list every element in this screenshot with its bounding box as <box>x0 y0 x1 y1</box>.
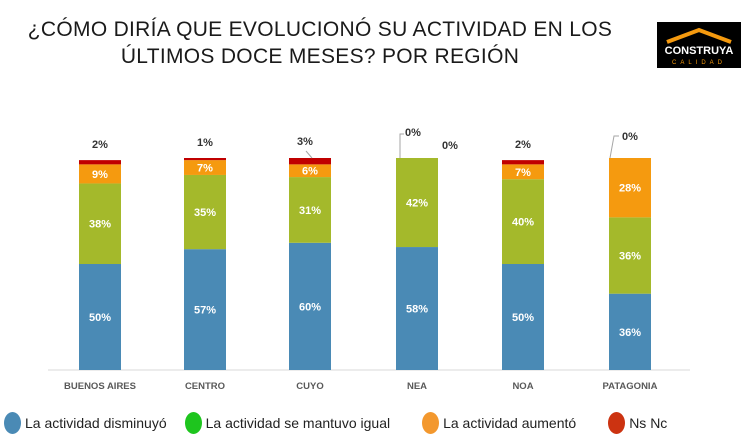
data-label: 35% <box>194 207 216 219</box>
svg-text:CONSTRUYA: CONSTRUYA <box>665 45 734 57</box>
legend-marker-icon <box>184 412 202 434</box>
bar-segment <box>184 158 226 161</box>
bar-segment <box>609 217 651 294</box>
data-label: 6% <box>302 166 318 178</box>
bar-segment <box>502 160 544 165</box>
data-label: 28% <box>619 183 641 195</box>
legend-marker-icon <box>4 412 21 434</box>
data-label: 1% <box>197 137 213 149</box>
bar-segment <box>79 160 121 165</box>
bar-segment <box>184 249 226 370</box>
leader-line <box>305 150 313 159</box>
x-tick-label: NOA <box>512 381 533 392</box>
legend-label: Ns Nc <box>629 415 668 431</box>
title-line-1: ¿CÓMO DIRÍA QUE EVOLUCIONÓ SU ACTIVIDAD … <box>27 18 613 41</box>
data-label: 36% <box>619 327 641 339</box>
data-label: 57% <box>194 305 216 317</box>
bar-segment <box>396 158 438 248</box>
leader-line <box>609 135 619 159</box>
bar-segment <box>502 264 544 370</box>
legend: La actividad disminuyó La actividad se m… <box>4 412 685 434</box>
stacked-bar-chart: 50% 38% 9% 2% BUENOS AIRES 57% 35% 7% 1% CENTRO 60… <box>48 127 690 392</box>
data-label: 0% <box>622 131 638 143</box>
bar-segment <box>502 164 544 180</box>
data-label: 36% <box>619 251 641 263</box>
leader-line <box>399 133 404 158</box>
data-label: 9% <box>92 169 108 181</box>
data-label: 40% <box>512 217 534 229</box>
construya-logo: CONSTRUYA CALIDAD <box>657 22 741 68</box>
data-label: 50% <box>512 312 534 324</box>
legend-label: La actividad se mantuvo igual <box>205 415 391 431</box>
legend-item-aumento: La actividad aumentó <box>422 412 576 434</box>
x-tick-label: PATAGONIA <box>603 381 658 392</box>
data-label: 2% <box>92 139 108 151</box>
bar-segment <box>396 247 438 370</box>
bar-segment <box>79 264 121 370</box>
legend-item-disminuyo: La actividad disminuyó <box>4 412 167 434</box>
svg-text:CALIDAD: CALIDAD <box>672 60 726 66</box>
bar-segment <box>289 158 331 165</box>
legend-item-igual: La actividad se mantuvo igual <box>184 412 391 434</box>
x-tick-label: BUENOS AIRES <box>64 381 136 392</box>
bar-segment <box>79 164 121 184</box>
legend-label: La actividad aumentó <box>443 415 577 431</box>
bar-segment <box>609 158 651 218</box>
data-label: 31% <box>299 205 321 217</box>
bar-segment <box>79 183 121 264</box>
legend-marker-icon <box>422 412 440 434</box>
bar-segment <box>184 160 226 175</box>
bar-segment <box>609 293 651 370</box>
data-label: 7% <box>515 167 531 179</box>
data-label: 2% <box>515 139 531 151</box>
data-label: 0% <box>442 140 458 152</box>
x-tick-label: CENTRO <box>185 381 225 392</box>
data-label: 7% <box>197 163 213 175</box>
legend-item-nsnc: Ns Nc <box>608 412 667 434</box>
data-label: 58% <box>406 304 428 316</box>
title-line-2: ÚLTIMOS DOCE MESES? POR REGIÓN <box>120 45 520 68</box>
data-label: 0% <box>405 127 421 139</box>
data-label: 60% <box>299 301 321 313</box>
bar-segment <box>289 242 331 370</box>
data-label: 42% <box>406 198 428 210</box>
bar-segment <box>184 174 226 250</box>
bar-segment <box>502 179 544 264</box>
bar-segment <box>289 177 331 243</box>
legend-label: La actividad disminuyó <box>25 415 167 431</box>
x-tick-label: NEA <box>407 381 427 392</box>
data-label: 3% <box>297 136 313 148</box>
data-label: 50% <box>89 312 111 324</box>
bar-segment <box>289 164 331 178</box>
x-tick-label: CUYO <box>296 381 323 392</box>
chart-title: ¿CÓMO DIRÍA QUE EVOLUCIONÓ SU ACTIVIDAD … <box>0 16 640 70</box>
legend-marker-icon <box>608 412 626 434</box>
data-label: 38% <box>89 219 111 231</box>
